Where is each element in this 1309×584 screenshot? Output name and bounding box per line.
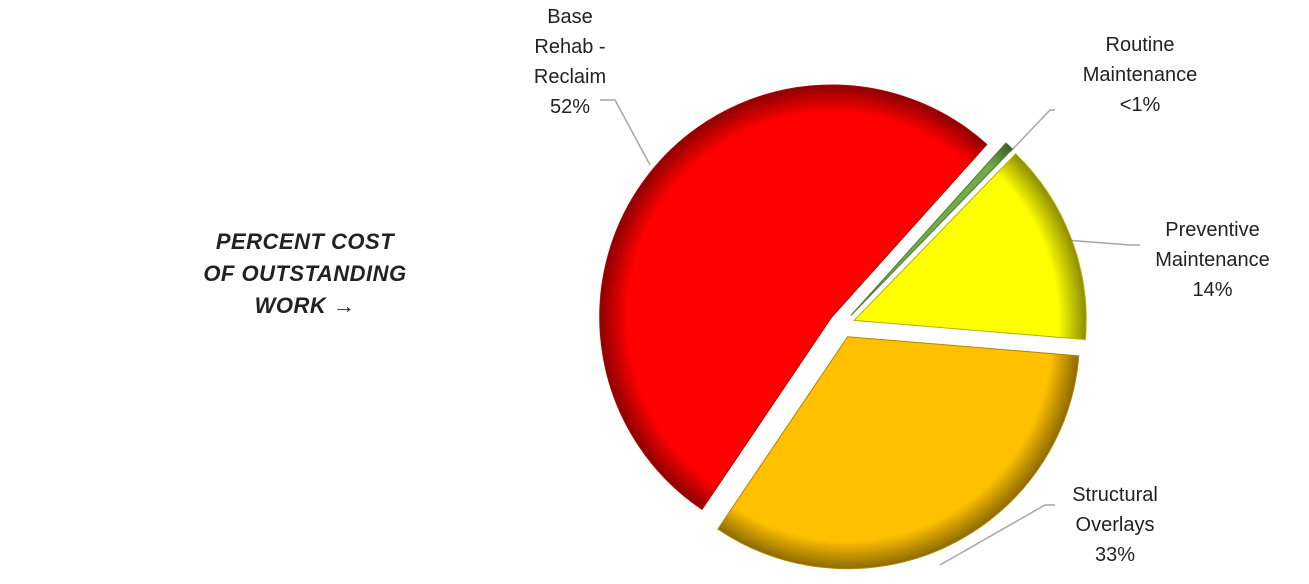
leader-line <box>1064 239 1140 246</box>
value-label: 33% <box>1094 544 1136 566</box>
data-label: Structural Overlays 33% <box>1045 480 1185 570</box>
value-label: <1% <box>1119 94 1161 116</box>
pie-slice <box>853 153 1087 341</box>
data-label: Preventive Maintenance 14% <box>1140 215 1285 305</box>
pie-slice <box>599 84 988 511</box>
leader-line <box>600 99 651 166</box>
category-label: Preventive Maintenance <box>1155 219 1270 271</box>
value-label: 14% <box>1192 279 1233 301</box>
data-label: Base Rehab - Reclaim 52% <box>500 2 640 122</box>
category-label: Structural Overlays <box>1072 484 1158 536</box>
pie-slice <box>850 142 1014 316</box>
leader-line <box>939 504 1055 566</box>
leader-line <box>1009 109 1055 153</box>
pie-slice <box>717 336 1080 570</box>
value-label: 52% <box>549 96 591 118</box>
category-label: Routine Maintenance <box>1082 34 1198 86</box>
chart-title: PERCENT COST OF OUTSTANDING WORK → <box>203 229 407 318</box>
data-label: Routine Maintenance <1% <box>1070 30 1210 120</box>
category-label: Base Rehab - Reclaim <box>533 6 607 88</box>
